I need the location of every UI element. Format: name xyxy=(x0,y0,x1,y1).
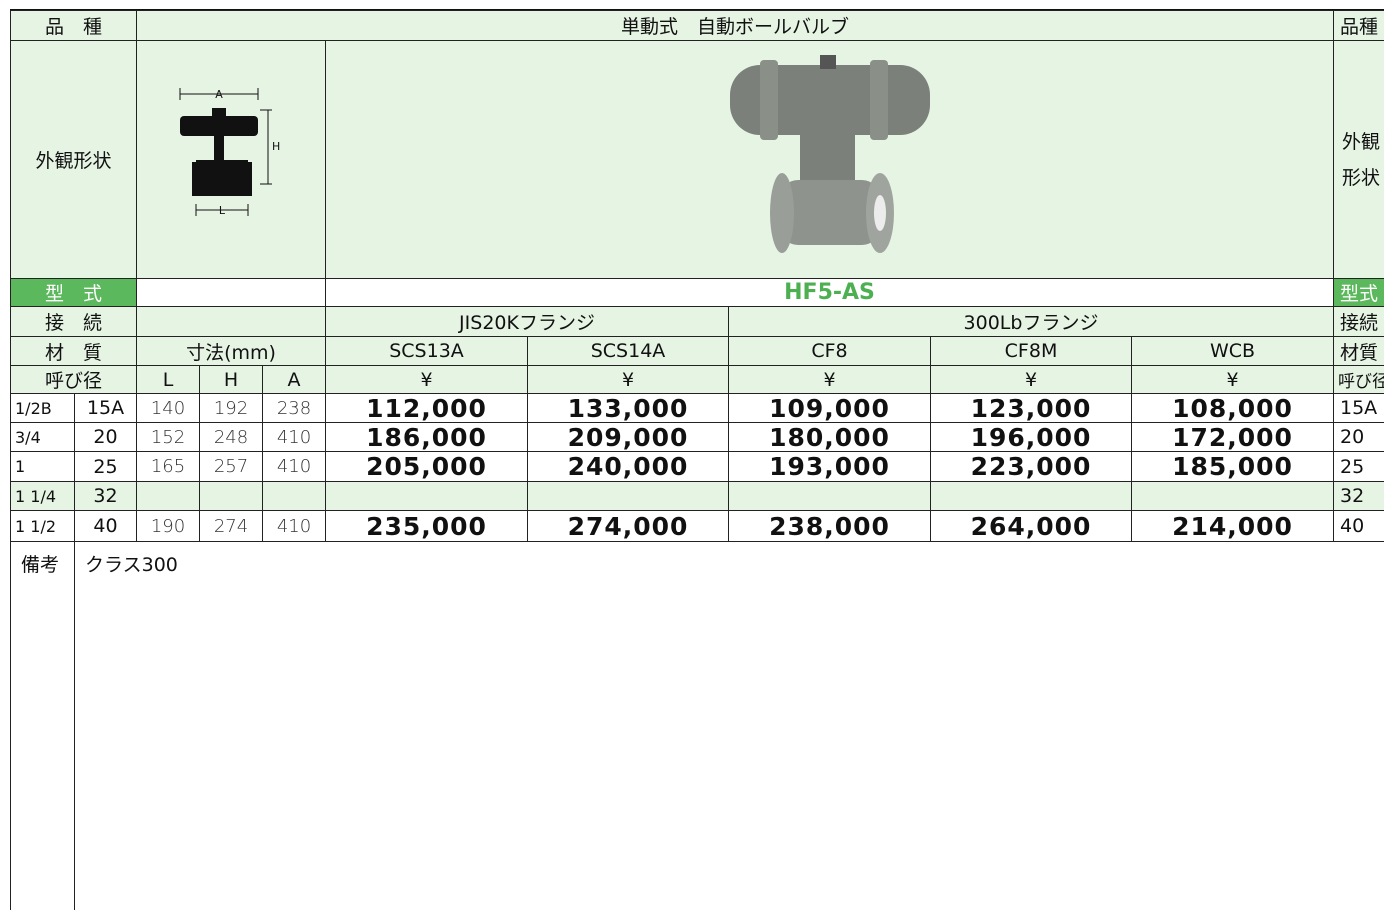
product-photo xyxy=(730,55,930,253)
inch-size: 1/2B xyxy=(10,393,75,423)
row-label: 呼び径 xyxy=(1333,365,1384,394)
row-label: 品種 xyxy=(1333,10,1384,41)
price: 223,000 xyxy=(930,451,1132,482)
dims-label: 寸法(mm) xyxy=(136,336,326,366)
dimension: 257 xyxy=(199,451,263,482)
remarks-text: クラス300 xyxy=(74,541,1384,910)
currency: ¥ xyxy=(527,365,729,394)
price xyxy=(325,481,528,511)
dimension: 410 xyxy=(262,451,326,482)
dimension: 190 xyxy=(136,510,200,542)
dimension: 238 xyxy=(262,393,326,423)
nominal-size: 25 xyxy=(1333,451,1384,482)
dimension xyxy=(136,481,200,511)
currency: ¥ xyxy=(728,365,931,394)
dim-header: A xyxy=(262,365,326,394)
inch-size: 1 1/2 xyxy=(10,510,75,542)
dimension: 248 xyxy=(199,422,263,452)
nominal-size: 32 xyxy=(74,481,137,511)
currency: ¥ xyxy=(325,365,528,394)
nominal-size: 20 xyxy=(74,422,137,452)
nominal-size: 40 xyxy=(1333,510,1384,542)
row-label: 外観形状 xyxy=(10,40,137,279)
nominal-size: 40 xyxy=(74,510,137,542)
row-label: 型 式 xyxy=(10,278,137,307)
nominal-size: 32 xyxy=(1333,481,1384,511)
inch-size: 1 1/4 xyxy=(10,481,75,511)
price: 112,000 xyxy=(325,393,528,423)
price xyxy=(728,481,931,511)
price: 109,000 xyxy=(728,393,931,423)
row-label: 品 種 xyxy=(10,10,137,41)
row-label-part: 外観 xyxy=(1342,130,1381,153)
connection-group: 300Lbフランジ xyxy=(728,306,1334,337)
price: 172,000 xyxy=(1131,422,1334,452)
model-name: HF5-AS xyxy=(325,278,1334,307)
row-label: 接 続 xyxy=(10,306,137,337)
price: 108,000 xyxy=(1131,393,1334,423)
cell xyxy=(136,278,326,307)
price: 214,000 xyxy=(1131,510,1334,542)
dimension: 192 xyxy=(199,393,263,423)
dimension xyxy=(199,481,263,511)
price: 274,000 xyxy=(527,510,729,542)
row-label: 型式 xyxy=(1333,278,1384,307)
price: 185,000 xyxy=(1131,451,1334,482)
connection-group: JIS20Kフランジ xyxy=(325,306,729,337)
price: 240,000 xyxy=(527,451,729,482)
dimension: 410 xyxy=(262,510,326,542)
price xyxy=(930,481,1132,511)
row-label: 呼び径 xyxy=(10,365,137,394)
nominal-size: 15A xyxy=(74,393,137,423)
material: CF8 xyxy=(728,336,931,366)
row-label-part: 形状 xyxy=(1342,166,1381,189)
price: 235,000 xyxy=(325,510,528,542)
inch-size: 3/4 xyxy=(10,422,75,452)
dimension: 410 xyxy=(262,422,326,452)
dim-header: L xyxy=(136,365,200,394)
row-label: 材 質 xyxy=(10,336,137,366)
price: 264,000 xyxy=(930,510,1132,542)
dimension: 274 xyxy=(199,510,263,542)
price xyxy=(527,481,729,511)
dim-label: H xyxy=(272,140,280,153)
dim-label: A xyxy=(215,88,223,101)
row-label: 材質 xyxy=(1333,336,1384,366)
dimension: 140 xyxy=(136,393,200,423)
currency: ¥ xyxy=(930,365,1132,394)
material: SCS14A xyxy=(527,336,729,366)
price: 238,000 xyxy=(728,510,931,542)
dimension xyxy=(262,481,326,511)
material: CF8M xyxy=(930,336,1132,366)
diagram: A H L xyxy=(179,88,280,217)
diagram-cell xyxy=(136,40,326,279)
price: 205,000 xyxy=(325,451,528,482)
row-label: 外観形状 xyxy=(1333,40,1384,279)
price: 186,000 xyxy=(325,422,528,452)
row-label: 接続 xyxy=(1333,306,1384,337)
material: WCB xyxy=(1131,336,1334,366)
price xyxy=(1131,481,1334,511)
price: 180,000 xyxy=(728,422,931,452)
nominal-size: 25 xyxy=(74,451,137,482)
currency: ¥ xyxy=(1131,365,1334,394)
price: 123,000 xyxy=(930,393,1132,423)
nominal-size: 20 xyxy=(1333,422,1384,452)
price: 133,000 xyxy=(527,393,729,423)
inch-size: 1 xyxy=(10,451,75,482)
dimension: 152 xyxy=(136,422,200,452)
cell xyxy=(136,306,326,337)
material: SCS13A xyxy=(325,336,528,366)
price: 209,000 xyxy=(527,422,729,452)
product-kind: 単動式 自動ボールバルブ xyxy=(136,10,1334,41)
remarks-label: 備考 xyxy=(10,541,75,910)
dim-label: L xyxy=(219,204,226,217)
dimension: 165 xyxy=(136,451,200,482)
nominal-size: 15A xyxy=(1333,393,1384,423)
price: 196,000 xyxy=(930,422,1132,452)
dim-header: H xyxy=(199,365,263,394)
price: 193,000 xyxy=(728,451,931,482)
